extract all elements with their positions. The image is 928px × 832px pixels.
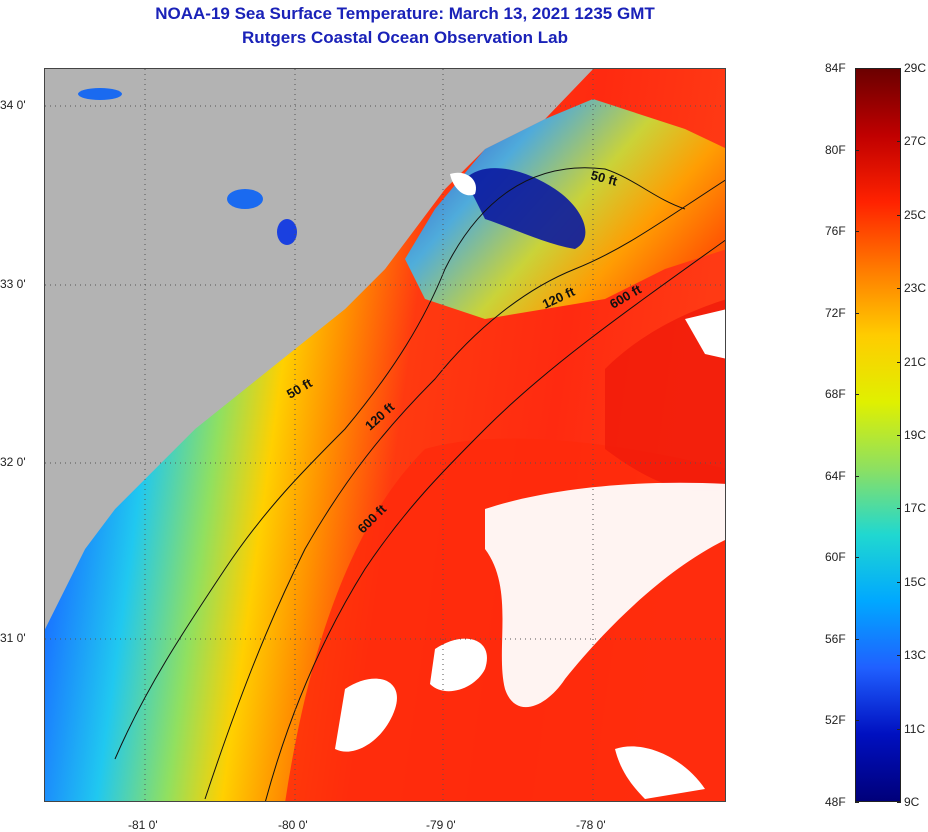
colorbar-tick	[897, 655, 901, 657]
colorbar-fahrenheit-label: 76F	[825, 224, 846, 239]
colorbar-tick	[897, 508, 901, 510]
colorbar-tick	[897, 68, 901, 69]
cloud-patch	[685, 309, 725, 359]
colorbar-fahrenheit-label: 72F	[825, 305, 846, 320]
latitude-label: 33 0'	[0, 277, 26, 291]
longitude-label: -81 0'	[128, 818, 158, 832]
colorbar-fahrenheit-label: 84F	[825, 61, 846, 75]
longitude-label: -79 0'	[426, 818, 456, 832]
land-mass	[45, 69, 593, 629]
colorbar-tick	[855, 394, 859, 396]
colorbar-tick	[897, 361, 901, 363]
colorbar-tick	[897, 802, 901, 803]
colorbar-celsius-label: 27C	[904, 134, 927, 149]
isobath-120ft	[204, 179, 725, 800]
cloud-patch	[485, 482, 725, 708]
colorbar-fahrenheit-label: 48F	[825, 795, 846, 809]
colorbar-fahrenheit-label: 68F	[825, 387, 846, 402]
colorbar-celsius-label: 17C	[904, 501, 927, 516]
colorbar-tick	[897, 728, 901, 730]
map-subtitle: Rutgers Coastal Ocean Observation Lab	[242, 28, 568, 47]
colorbar-tick	[897, 288, 901, 290]
colorbar-fahrenheit-label: 64F	[825, 468, 846, 483]
colorbar-fahrenheit-label: 80F	[825, 142, 846, 157]
map-title: NOAA-19 Sea Surface Temperature: March 1…	[155, 4, 655, 23]
cold-water-patch	[465, 168, 586, 249]
colorbar-tick	[897, 435, 901, 436]
inland-lake	[277, 219, 297, 245]
colorbar-tick	[855, 557, 859, 559]
sst-map: 50 ft 50 ft 120 ft 120 ft 600 ft 600 ft	[44, 68, 726, 802]
colorbar-fahrenheit-label: 52F	[825, 713, 846, 728]
graticule	[45, 69, 725, 801]
inland-lake	[78, 88, 122, 100]
colorbar-celsius-label: 19C	[904, 428, 927, 442]
colorbar-tick	[855, 475, 859, 477]
colorbar-tick	[897, 141, 901, 143]
cloud-patch	[335, 678, 397, 752]
colorbar-celsius-label: 13C	[904, 648, 927, 663]
latitude-label: 32 0'	[0, 455, 26, 469]
colorbar-tick	[855, 638, 859, 640]
colorbar-celsius-label: 21C	[904, 354, 927, 369]
colorbar-tick	[897, 214, 901, 216]
colorbar-tick	[855, 312, 859, 314]
colorbar-celsius-label: 15C	[904, 574, 927, 589]
colorbar-tick	[855, 149, 859, 151]
latitude-label: 31 0'	[0, 631, 26, 645]
inland-lake	[227, 189, 263, 209]
cloud-patch	[615, 746, 705, 799]
colorbar-tick	[855, 68, 859, 69]
colorbar-tick	[855, 802, 859, 803]
warm-east	[605, 299, 725, 492]
cloud-patch	[450, 172, 476, 196]
colorbar-tick	[897, 581, 901, 583]
colorbar-celsius-label: 25C	[904, 207, 927, 222]
isobath-50ft	[114, 167, 686, 760]
sst-map-graphic: 50 ft 50 ft 120 ft 120 ft 600 ft 600 ft	[45, 69, 725, 801]
longitude-label: -80 0'	[278, 818, 308, 832]
colorbar-fahrenheit-label: 56F	[825, 631, 846, 646]
colorbar-tick	[855, 231, 859, 233]
cloud-patch	[430, 638, 487, 692]
latitude-label: 34 0'	[0, 98, 26, 112]
colorbar-celsius-label: 29C	[904, 61, 927, 75]
longitude-label: -78 0'	[576, 818, 606, 832]
colorbar-tick	[855, 720, 859, 722]
isobath-600ft	[265, 239, 725, 801]
temperature-colorbar	[855, 68, 901, 802]
contour-label: 50 ft	[589, 167, 619, 189]
colorbar-celsius-label: 23C	[904, 281, 927, 296]
colorbar-celsius-label: 11C	[904, 721, 926, 736]
colorbar-fahrenheit-label: 60F	[825, 550, 846, 565]
colorbar-celsius-label: 9C	[904, 795, 920, 809]
